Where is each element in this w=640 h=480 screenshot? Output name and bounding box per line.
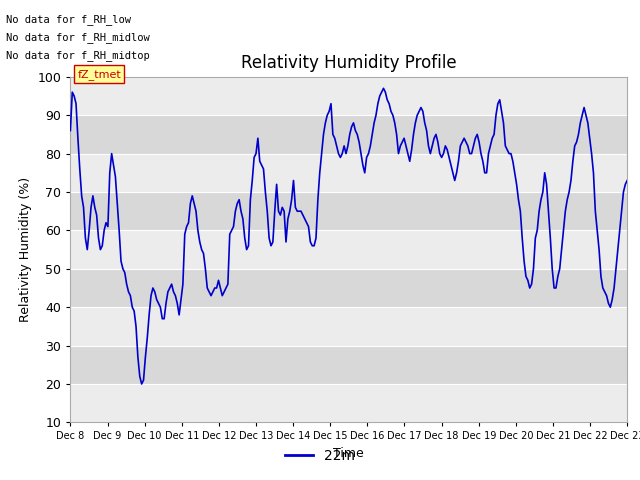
- Bar: [70, 230, 627, 269]
- Bar: [70, 384, 627, 422]
- Y-axis label: Relativity Humidity (%): Relativity Humidity (%): [19, 177, 32, 322]
- Text: No data for f_RH_low: No data for f_RH_low: [6, 13, 131, 24]
- Bar: [70, 154, 627, 192]
- Bar: [70, 192, 627, 230]
- Bar: [70, 77, 627, 115]
- Bar: [70, 307, 627, 346]
- Bar: [70, 269, 627, 307]
- Text: No data for f_RH_midtop: No data for f_RH_midtop: [6, 50, 150, 61]
- Title: Relativity Humidity Profile: Relativity Humidity Profile: [241, 54, 456, 72]
- Text: No data for f_RH_midlow: No data for f_RH_midlow: [6, 32, 150, 43]
- X-axis label: Time: Time: [333, 447, 364, 460]
- Bar: [70, 346, 627, 384]
- Legend: 22m: 22m: [280, 443, 360, 468]
- Bar: [70, 115, 627, 154]
- Text: fZ_tmet: fZ_tmet: [77, 69, 121, 80]
